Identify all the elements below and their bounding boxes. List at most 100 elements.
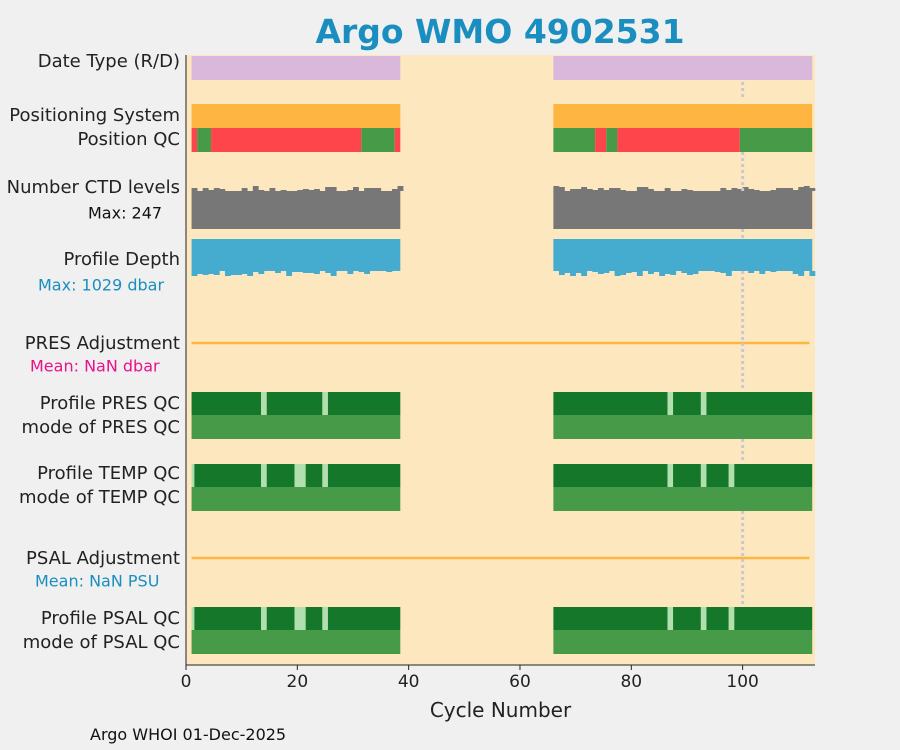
- row-label-mode-psal-qc: mode of PSAL QC: [23, 632, 180, 653]
- profile-pres-qc-segment-1: [261, 392, 267, 415]
- profile-depth-cycle-96: [720, 271, 727, 273]
- profile-depth-cycle-10: [241, 271, 248, 274]
- position-qc-segment-1: [197, 128, 212, 152]
- ctd-levels-cycle-97: [725, 190, 732, 191]
- profile-depth-cycle-86: [664, 271, 671, 274]
- profile-psal-qc-segment-10: [673, 607, 701, 630]
- profile-pres-qc-segment-3: [322, 392, 328, 415]
- profile-depth-cycle-71: [581, 271, 588, 276]
- profile-depth-cycle-109: [792, 271, 799, 274]
- profile-psal-qc-segment-1: [194, 607, 262, 630]
- profile-depth-cycle-69: [570, 271, 576, 276]
- ctd-levels-cycle-32: [364, 188, 370, 191]
- mode-psal-qc-segment-1: [553, 630, 813, 654]
- row-label-profile-psal-qc: Profile PSAL QC: [41, 608, 180, 629]
- profile-depth-cycle-9: [236, 271, 242, 275]
- profile-temp-qc-segment-8: [553, 464, 668, 487]
- profile-depth-cycle-75: [603, 271, 610, 273]
- profile-psal-qc-segment-9: [667, 607, 674, 630]
- position-qc-segment-6: [595, 128, 607, 152]
- profile-depth-cycle-105: [770, 271, 777, 272]
- profile-psal-qc-segment-2: [261, 607, 267, 630]
- profile-depth-cycle-84: [653, 271, 660, 272]
- position-qc-segment-0: [191, 128, 198, 152]
- row-label-ctd-levels: Number CTD levels: [7, 177, 180, 198]
- profile-temp-qc-segment-0: [191, 464, 195, 487]
- row-label-psal-adjustment: PSAL Adjustment: [26, 548, 180, 569]
- profile-depth-cycle-31: [358, 271, 365, 272]
- ctd-levels-cycle-77: [614, 188, 621, 191]
- profile-depth-cycle-79: [625, 271, 632, 273]
- profile-depth-cycle-4: [208, 271, 215, 274]
- ctd-levels-cycle-102: [753, 190, 760, 191]
- profile-depth-cycle-83: [648, 271, 654, 274]
- profile-depth-cycle-78: [620, 271, 627, 275]
- ctd-levels-cycle-15: [269, 188, 276, 191]
- ctd-levels-cycle-67: [558, 187, 565, 191]
- profile-depth-cycle-20: [297, 271, 304, 272]
- profile-depth-cycle-81: [636, 271, 643, 276]
- profile-temp-qc-segment-6: [322, 464, 328, 487]
- position-qc-segment-7: [606, 128, 618, 152]
- ctd-levels-cycle-66: [553, 186, 560, 191]
- profile-depth-cycle-89: [681, 271, 688, 273]
- profile-temp-qc-segment-7: [327, 464, 401, 487]
- ctd-levels-cycle-10: [241, 188, 248, 191]
- ctd-levels-cycle-106: [776, 188, 782, 191]
- row-label-mode-temp-qc: mode of TEMP QC: [19, 487, 180, 508]
- ctd-levels-cycle-89: [681, 189, 688, 191]
- profile-psal-qc-segment-5: [305, 607, 323, 630]
- profile-pres-qc-segment-5: [553, 392, 668, 415]
- profile-depth-cycle-1: [191, 271, 198, 276]
- profile-temp-qc-segment-14: [734, 464, 813, 487]
- profile-temp-qc-segment-3: [266, 464, 295, 487]
- ctd-levels-cycle-26: [330, 187, 337, 191]
- ctd-levels-cycle-105: [770, 190, 777, 191]
- x-tick-label-40: 40: [398, 672, 420, 692]
- ctd-levels-cycle-23: [314, 189, 320, 191]
- ctd-levels-cycle-98: [731, 188, 738, 191]
- ctd-levels-cycle-37: [391, 189, 398, 191]
- chart-title: Argo WMO 4902531: [315, 12, 685, 51]
- profile-depth-cycle-95: [714, 271, 721, 272]
- profile-temp-qc-segment-11: [700, 464, 707, 487]
- profile-depth-cycle-12: [252, 271, 259, 272]
- ctd-levels-cycle-73: [592, 190, 599, 191]
- profile-psal-qc-segment-14: [734, 607, 813, 630]
- ctd-levels-cycle-90: [686, 190, 693, 191]
- profile-temp-qc-segment-10: [673, 464, 701, 487]
- profile-pres-qc-segment-0: [191, 392, 262, 415]
- ctd-levels-cycle-76: [609, 188, 615, 191]
- annotation-ctd-levels: Max: 247: [88, 204, 162, 223]
- ctd-levels-cycle-3: [202, 188, 209, 191]
- annotation-psal-adjustment: Mean: NaN PSU: [35, 572, 159, 591]
- profile-depth-cycle-77: [614, 271, 621, 276]
- position-qc-segment-5: [553, 128, 596, 152]
- profile-depth-cycle-13: [258, 271, 265, 274]
- profile-depth-cycle-29: [347, 271, 354, 274]
- datetype-segment-1: [553, 56, 813, 80]
- positioning-system-segment-0: [191, 104, 401, 128]
- x-tick-label-20: 20: [287, 672, 309, 692]
- ctd-levels-cycle-78: [620, 190, 627, 191]
- profile-psal-qc-segment-8: [553, 607, 668, 630]
- profile-depth-cycle-19: [291, 271, 298, 272]
- profile-depth-cycle-90: [686, 271, 693, 275]
- profile-temp-qc-segment-9: [667, 464, 674, 487]
- position-qc-segment-2: [211, 128, 362, 152]
- mode-temp-qc-segment-1: [553, 487, 813, 511]
- row-label-mode-pres-qc: mode of PRES QC: [22, 417, 180, 438]
- ctd-levels-cycle-112: [809, 188, 816, 191]
- position-qc-segment-8: [617, 128, 740, 152]
- profile-psal-qc-segment-12: [706, 607, 729, 630]
- ctd-levels-cycle-21: [302, 189, 309, 191]
- profile-pres-qc-segment-9: [706, 392, 813, 415]
- profile-depth-cycle-101: [748, 271, 755, 273]
- profile-depth-cycle-67: [558, 271, 565, 275]
- profile-psal-qc-segment-13: [728, 607, 735, 630]
- profile-depth-cycle-80: [631, 271, 638, 272]
- ctd-levels-cycle-38: [397, 186, 404, 191]
- ctd-levels-cycle-72: [586, 189, 593, 191]
- profile-depth-cycle-110: [798, 271, 805, 276]
- position-qc-segment-4: [394, 128, 401, 152]
